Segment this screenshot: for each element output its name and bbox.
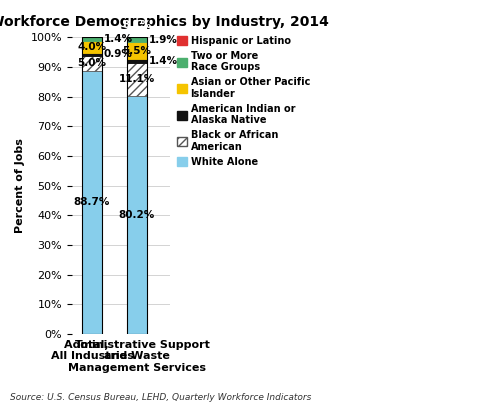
Y-axis label: Percent of Jobs: Percent of Jobs bbox=[15, 138, 25, 233]
Text: 5.0%: 5.0% bbox=[77, 58, 106, 68]
Text: Source: U.S. Census Bureau, LEHD, Quarterly Workforce Indicators: Source: U.S. Census Bureau, LEHD, Quarte… bbox=[10, 393, 311, 402]
Text: 0.9%: 0.9% bbox=[104, 49, 133, 59]
Bar bbox=[82, 71, 102, 334]
Bar bbox=[126, 59, 147, 63]
Text: 4.0%: 4.0% bbox=[77, 42, 106, 52]
Bar bbox=[82, 56, 102, 71]
Bar bbox=[126, 63, 147, 96]
Text: 1.4%: 1.4% bbox=[104, 34, 133, 44]
Bar bbox=[126, 37, 147, 42]
Bar bbox=[82, 37, 102, 334]
Text: 5.5%: 5.5% bbox=[122, 46, 151, 56]
Bar bbox=[82, 41, 102, 53]
Bar bbox=[126, 13, 147, 37]
Bar bbox=[82, 26, 102, 37]
Text: 8.1%: 8.1% bbox=[122, 20, 151, 30]
Text: 1.4%: 1.4% bbox=[148, 56, 177, 66]
Bar bbox=[126, 96, 147, 334]
Bar bbox=[126, 37, 147, 334]
Text: 3.8%: 3.8% bbox=[77, 27, 106, 36]
Text: 1.9%: 1.9% bbox=[148, 35, 177, 44]
Bar bbox=[82, 37, 102, 41]
Text: 80.2%: 80.2% bbox=[119, 210, 155, 220]
Legend: Hispanic or Latino, Two or More
Race Groups, Asian or Other Pacific
Islander, Am: Hispanic or Latino, Two or More Race Gro… bbox=[177, 36, 310, 167]
Text: 88.7%: 88.7% bbox=[74, 198, 110, 207]
Bar bbox=[82, 53, 102, 56]
Text: 11.1%: 11.1% bbox=[119, 74, 155, 84]
Title: Figure 1: Workforce Demographics by Industry, 2014: Figure 1: Workforce Demographics by Indu… bbox=[0, 15, 329, 29]
Bar bbox=[126, 42, 147, 59]
